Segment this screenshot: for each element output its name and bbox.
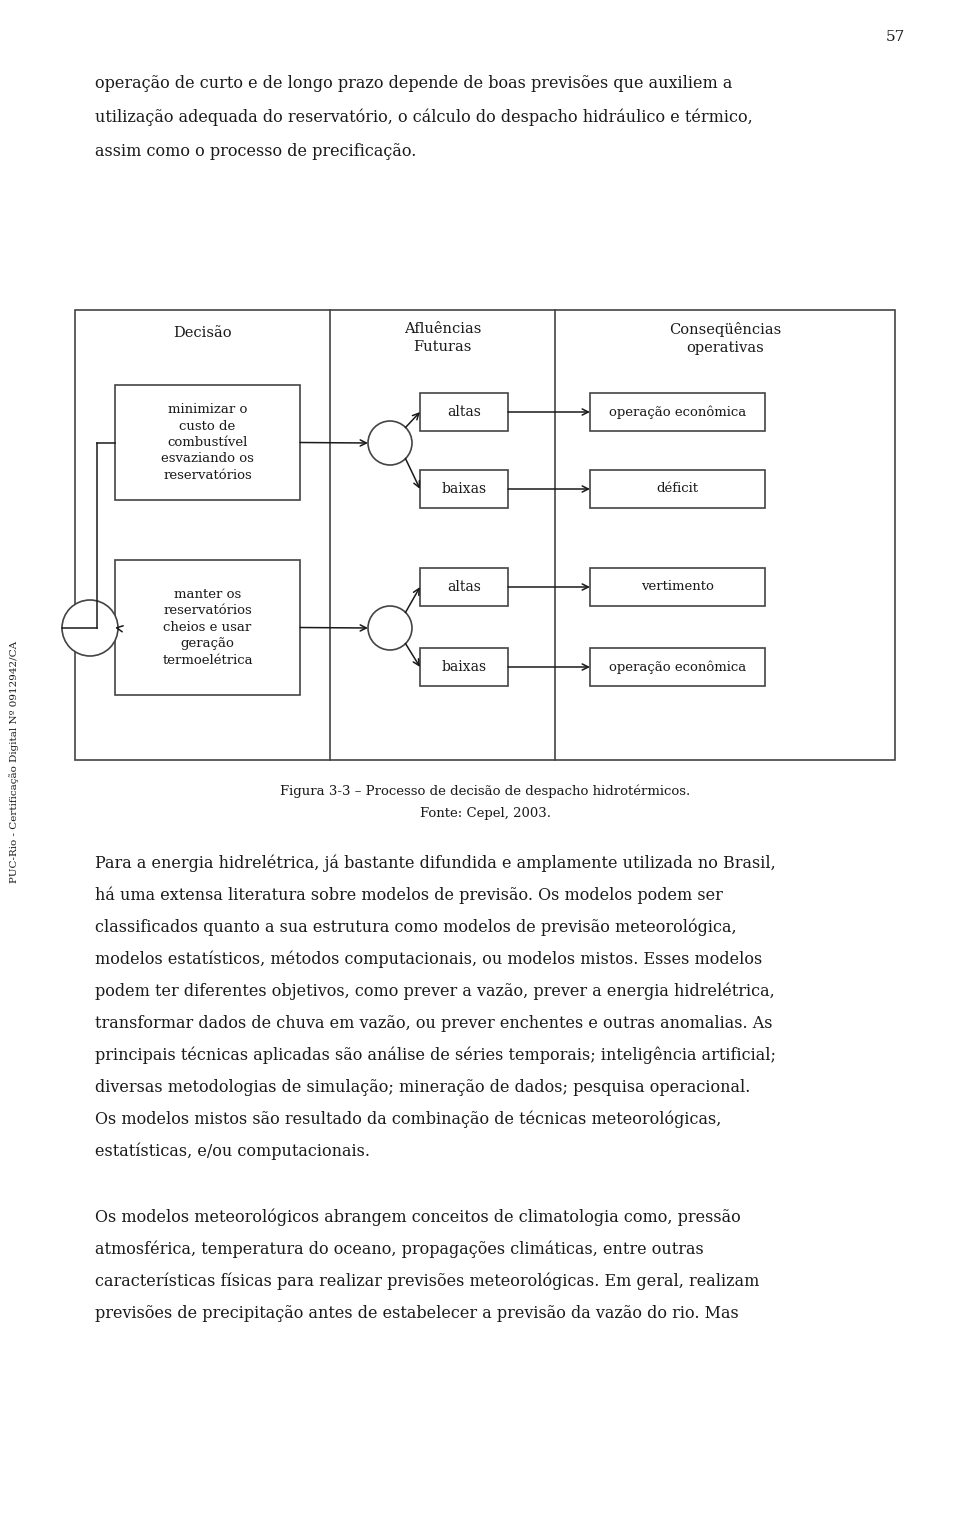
Bar bbox=[590, 393, 765, 432]
Bar bbox=[420, 567, 508, 605]
Text: diversas metodologias de simulação; mineração de dados; pesquisa operacional.: diversas metodologias de simulação; mine… bbox=[95, 1080, 751, 1096]
Text: manter os
reservatórios
cheios e usar
geração
termoelétrica: manter os reservatórios cheios e usar ge… bbox=[162, 589, 252, 666]
Bar bbox=[590, 648, 765, 686]
Text: altas: altas bbox=[447, 580, 481, 595]
Text: Para a energia hidrelétrica, já bastante difundida e amplamente utilizada no Bra: Para a energia hidrelétrica, já bastante… bbox=[95, 856, 776, 872]
Bar bbox=[420, 393, 508, 432]
Text: 57: 57 bbox=[886, 30, 905, 44]
Text: utilização adequada do reservatório, o cálculo do despacho hidráulico e térmico,: utilização adequada do reservatório, o c… bbox=[95, 108, 753, 127]
Circle shape bbox=[62, 599, 118, 656]
Text: previsões de precipitação antes de estabelecer a previsão da vazão do rio. Mas: previsões de precipitação antes de estab… bbox=[95, 1305, 739, 1322]
Text: Fonte: Cepel, 2003.: Fonte: Cepel, 2003. bbox=[420, 807, 550, 820]
Text: Os modelos mistos são resultado da combinação de técnicas meteorológicas,: Os modelos mistos são resultado da combi… bbox=[95, 1112, 721, 1128]
Text: características físicas para realizar previsões meteorológicas. Em geral, realiz: características físicas para realizar pr… bbox=[95, 1273, 759, 1290]
Text: classificados quanto a sua estrutura como modelos de previsão meteorológica,: classificados quanto a sua estrutura com… bbox=[95, 920, 736, 936]
Text: Afluências
Futuras: Afluências Futuras bbox=[404, 322, 481, 354]
Bar bbox=[115, 384, 300, 500]
Text: modelos estatísticos, métodos computacionais, ou modelos mistos. Esses modelos: modelos estatísticos, métodos computacio… bbox=[95, 952, 762, 968]
Text: baixas: baixas bbox=[442, 660, 487, 674]
Text: Decisão: Decisão bbox=[173, 326, 231, 340]
Text: transformar dados de chuva em vazão, ou prever enchentes e outras anomalias. As: transformar dados de chuva em vazão, ou … bbox=[95, 1016, 773, 1032]
Text: há uma extensa literatura sobre modelos de previsão. Os modelos podem ser: há uma extensa literatura sobre modelos … bbox=[95, 888, 723, 904]
Bar bbox=[420, 648, 508, 686]
Text: Conseqüências
operativas: Conseqüências operativas bbox=[669, 322, 781, 355]
Text: PUC-Rio - Certificação Digital Nº 0912942/CA: PUC-Rio - Certificação Digital Nº 091294… bbox=[9, 640, 19, 883]
Text: altas: altas bbox=[447, 406, 481, 419]
Text: operação econômica: operação econômica bbox=[609, 660, 746, 674]
Bar bbox=[75, 310, 895, 759]
Bar bbox=[590, 470, 765, 508]
Text: vertimento: vertimento bbox=[641, 581, 714, 593]
Text: principais técnicas aplicadas são análise de séries temporais; inteligência arti: principais técnicas aplicadas são anális… bbox=[95, 1048, 776, 1064]
Text: minimizar o
custo de
combustível
esvaziando os
reservatórios: minimizar o custo de combustível esvazia… bbox=[161, 403, 254, 482]
Text: Figura 3-3 – Processo de decisão de despacho hidrotérmicos.: Figura 3-3 – Processo de decisão de desp… bbox=[280, 785, 690, 799]
Bar bbox=[420, 470, 508, 508]
Text: operação econômica: operação econômica bbox=[609, 406, 746, 419]
Text: Os modelos meteorológicos abrangem conceitos de climatologia como, pressão: Os modelos meteorológicos abrangem conce… bbox=[95, 1209, 741, 1226]
Text: estatísticas, e/ou computacionais.: estatísticas, e/ou computacionais. bbox=[95, 1144, 370, 1161]
Text: atmosférica, temperatura do oceano, propagações climáticas, entre outras: atmosférica, temperatura do oceano, prop… bbox=[95, 1241, 704, 1258]
Text: operação de curto e de longo prazo depende de boas previsões que auxiliem a: operação de curto e de longo prazo depen… bbox=[95, 75, 732, 92]
Circle shape bbox=[368, 605, 412, 650]
Text: podem ter diferentes objetivos, como prever a vazão, prever a energia hidrelétri: podem ter diferentes objetivos, como pre… bbox=[95, 984, 775, 1000]
Circle shape bbox=[368, 421, 412, 465]
Text: déficit: déficit bbox=[657, 482, 699, 496]
Bar bbox=[590, 567, 765, 605]
Text: baixas: baixas bbox=[442, 482, 487, 496]
Bar bbox=[115, 560, 300, 695]
Text: assim como o processo de precificação.: assim como o processo de precificação. bbox=[95, 143, 417, 160]
